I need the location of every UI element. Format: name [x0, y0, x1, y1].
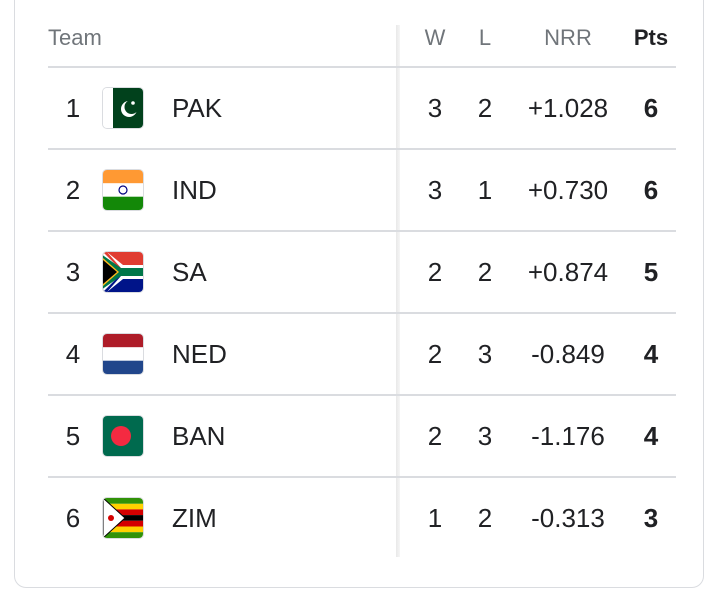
rank: 3 — [65, 257, 81, 287]
team-name: IND — [172, 175, 217, 205]
flag-icon — [103, 334, 143, 374]
losses: 3 — [477, 339, 493, 369]
nrr: +1.028 — [527, 93, 609, 123]
standings-card — [14, 0, 704, 588]
points: 3 — [643, 503, 659, 533]
row-separator — [48, 476, 676, 478]
flag-icon — [103, 88, 143, 128]
rank: 4 — [65, 339, 81, 369]
team-row: 1 PAK 3 2 +1.028 6 — [0, 67, 720, 149]
row-separator — [48, 230, 676, 232]
wins: 3 — [427, 175, 443, 205]
flag-icon — [103, 252, 143, 292]
rank: 6 — [65, 503, 81, 533]
points: 6 — [643, 93, 659, 123]
header-pts: Pts — [633, 25, 669, 50]
team-flag — [103, 252, 143, 292]
losses: 3 — [477, 421, 493, 451]
wins: 3 — [427, 93, 443, 123]
wins: 2 — [427, 257, 443, 287]
header-team: Team — [48, 25, 102, 50]
losses: 2 — [477, 93, 493, 123]
rank: 1 — [65, 93, 81, 123]
team-name: NED — [172, 339, 227, 369]
nrr: +0.874 — [527, 257, 609, 287]
flag-icon — [103, 498, 143, 538]
flag-icon — [103, 416, 143, 456]
team-row: 6 ZIM 1 2 -0.313 3 — [0, 477, 720, 559]
wins: 1 — [427, 503, 443, 533]
losses: 1 — [477, 175, 493, 205]
nrr: -1.176 — [531, 421, 605, 451]
team-flag — [103, 416, 143, 456]
team-row: 5 BAN 2 3 -1.176 4 — [0, 395, 720, 477]
losses: 2 — [477, 257, 493, 287]
points: 4 — [643, 339, 659, 369]
header-nrr: NRR — [544, 25, 592, 50]
team-name: SA — [172, 257, 207, 287]
header-separator — [48, 66, 676, 68]
rank: 2 — [65, 175, 81, 205]
team-name: PAK — [172, 93, 223, 123]
team-flag — [103, 334, 143, 374]
points: 4 — [643, 421, 659, 451]
header-l: L — [478, 25, 492, 50]
nrr: -0.849 — [531, 339, 605, 369]
team-row: 2 IND 3 1 +0.730 6 — [0, 149, 720, 231]
row-separator — [48, 394, 676, 396]
wins: 2 — [427, 339, 443, 369]
nrr: +0.730 — [527, 175, 609, 205]
row-separator — [48, 148, 676, 150]
team-name: ZIM — [172, 503, 217, 533]
losses: 2 — [477, 503, 493, 533]
wins: 2 — [427, 421, 443, 451]
points: 5 — [643, 257, 659, 287]
points: 6 — [643, 175, 659, 205]
team-flag — [103, 170, 143, 210]
team-name: BAN — [172, 421, 226, 451]
row-separator — [48, 312, 676, 314]
header-w: W — [424, 25, 446, 50]
nrr: -0.313 — [531, 503, 605, 533]
rank: 5 — [65, 421, 81, 451]
flag-icon — [103, 170, 143, 210]
column-divider — [396, 25, 400, 557]
team-row: 3 SA 2 2 +0.874 5 — [0, 231, 720, 313]
team-flag — [103, 498, 143, 538]
team-row: 4 NED 2 3 -0.849 4 — [0, 313, 720, 395]
team-flag — [103, 88, 143, 128]
